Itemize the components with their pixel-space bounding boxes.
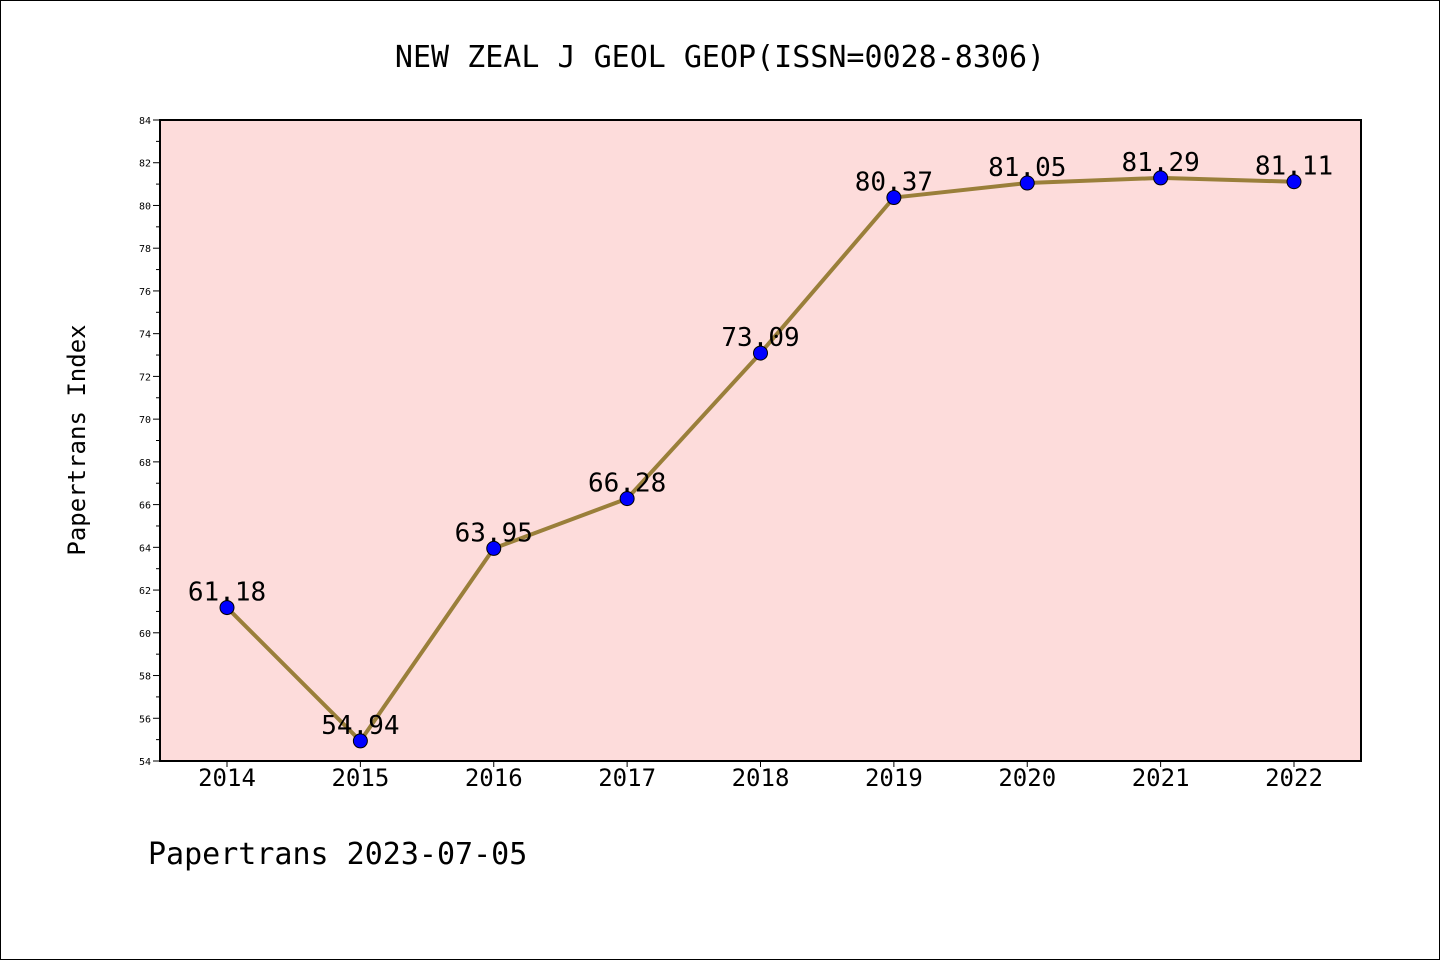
y-tick-label: 78 bbox=[139, 244, 151, 255]
y-tick-label: 58 bbox=[139, 672, 151, 683]
data-point bbox=[1153, 170, 1169, 186]
y-tick-label: 74 bbox=[139, 330, 151, 341]
x-tick-label: 2017 bbox=[598, 764, 656, 792]
x-tick-label: 2020 bbox=[998, 764, 1056, 792]
y-tick-label: 80 bbox=[139, 201, 151, 212]
data-point bbox=[753, 345, 768, 361]
footer-text: Papertrans 2023-07-05 bbox=[148, 837, 527, 872]
x-tick-label: 2022 bbox=[1265, 764, 1323, 792]
y-tick-label: 82 bbox=[139, 159, 151, 170]
chart-title: NEW ZEAL J GEOL GEOP(ISSN=0028-8306) bbox=[395, 40, 1045, 75]
data-label: 81.29 bbox=[1121, 148, 1199, 178]
y-axis: 54 56 58 60 62 64 66 68 70 72 74 76 78 80 82 84 bbox=[139, 116, 160, 768]
y-tick-label: 76 bbox=[139, 287, 151, 298]
data-label: 61.18 bbox=[188, 578, 266, 608]
data-point bbox=[1019, 175, 1035, 191]
y-tick-label: 66 bbox=[139, 501, 151, 512]
data-point bbox=[486, 540, 502, 556]
x-tick-label: 2021 bbox=[1132, 764, 1190, 792]
data-point bbox=[619, 491, 635, 507]
x-tick-label: 2016 bbox=[465, 764, 523, 792]
y-tick-label: 62 bbox=[139, 586, 151, 597]
x-tick-label: 2019 bbox=[865, 764, 923, 792]
series-group: 61.18 54.94 63.95 66.28 73.09 80.37 81.05 81.29… bbox=[188, 148, 1333, 749]
data-label: 66.28 bbox=[588, 469, 666, 499]
x-tick-label: 2018 bbox=[732, 764, 790, 792]
y-tick-label: 54 bbox=[139, 757, 151, 768]
x-tick-label: 2015 bbox=[331, 764, 389, 792]
x-axis: 2014 2015 2016 2017 2018 2019 2020 2021 2022 bbox=[198, 761, 1323, 792]
y-tick-label: 68 bbox=[139, 458, 151, 469]
y-tick-label: 72 bbox=[139, 372, 151, 383]
data-label: 63.95 bbox=[455, 518, 533, 548]
data-point bbox=[352, 733, 368, 749]
data-label: 81.05 bbox=[988, 153, 1066, 183]
y-tick-label: 56 bbox=[139, 714, 151, 725]
y-tick-label: 70 bbox=[139, 415, 151, 426]
data-label: 81.11 bbox=[1255, 152, 1333, 182]
y-axis-label: Papertrans Index bbox=[63, 324, 91, 555]
data-point bbox=[219, 600, 235, 616]
data-label: 80.37 bbox=[855, 168, 933, 198]
plot-area bbox=[159, 119, 1362, 762]
data-point bbox=[886, 190, 902, 206]
y-tick-label: 60 bbox=[139, 629, 151, 640]
x-tick-label: 2014 bbox=[198, 764, 256, 792]
y-tick-label: 64 bbox=[139, 543, 151, 554]
y-tick-label: 84 bbox=[139, 116, 151, 127]
data-label: 73.09 bbox=[721, 323, 799, 353]
data-point bbox=[1286, 174, 1302, 190]
data-label: 54.94 bbox=[321, 711, 399, 741]
